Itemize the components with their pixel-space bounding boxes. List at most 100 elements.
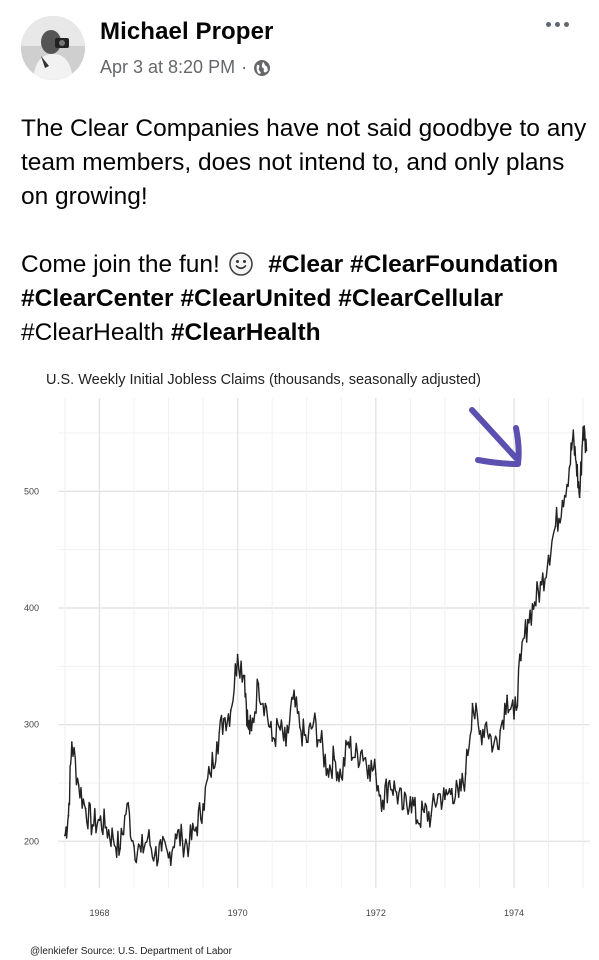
series-point — [333, 758, 336, 761]
hashtag-link[interactable]: #Clear — [268, 251, 344, 278]
series-point — [561, 499, 564, 502]
series-point — [547, 554, 550, 557]
series-point — [264, 702, 267, 705]
post-meta: Apr 3 at 8:20 PM · — [100, 57, 271, 78]
series-point — [526, 618, 529, 621]
series-point — [140, 850, 142, 853]
chart-source-caption: @lenkiefer Source: U.S. Department of La… — [30, 946, 233, 957]
series-point — [126, 803, 128, 805]
series-point — [319, 741, 322, 744]
post-body-paragraph-1: The Clear Companies have not said goodby… — [21, 115, 587, 210]
more-options-button[interactable] — [546, 22, 569, 27]
jobless-claims-chart: 200 300 400 500 1968 1970 1972 1974 U.S. Weekly… — [24, 372, 590, 957]
series-point — [119, 847, 122, 850]
series-point — [112, 838, 115, 840]
y-tick-label: 400 — [24, 603, 39, 613]
post-timestamp[interactable]: Apr 3 at 8:20 PM — [100, 57, 236, 77]
paragraph-gap — [21, 214, 591, 248]
series-point — [222, 717, 225, 720]
series-point — [312, 721, 315, 724]
x-tick-label: 1968 — [89, 908, 109, 918]
more-horizontal-icon — [546, 22, 551, 27]
series-point — [174, 833, 177, 836]
post-body-paragraph-2: Come join the fun! #Clear #ClearFoundati… — [21, 248, 591, 350]
chart-series-layer — [64, 425, 588, 867]
avatar[interactable] — [21, 16, 85, 80]
hashtag-link[interactable]: #ClearUnited — [180, 285, 332, 312]
series-point — [381, 799, 384, 802]
y-tick-label: 300 — [24, 720, 39, 730]
series-point — [67, 814, 70, 817]
series-point — [575, 461, 578, 464]
series-point — [70, 741, 73, 744]
series-point — [292, 698, 294, 700]
series-point — [430, 814, 432, 817]
hashtag-link[interactable]: #ClearCellular — [338, 285, 504, 312]
hashtag-link[interactable]: #ClearHealth — [21, 319, 164, 346]
avatar-photo — [21, 16, 85, 80]
series-point — [105, 826, 108, 829]
series-point — [395, 791, 398, 794]
series-point — [305, 741, 308, 744]
series-point — [568, 467, 571, 469]
series-point — [554, 525, 557, 528]
hashtag-link[interactable]: #ClearFoundation — [350, 251, 559, 278]
series-point — [229, 709, 232, 712]
series-point — [582, 426, 584, 429]
series-point — [133, 845, 135, 847]
series-point — [520, 659, 522, 662]
more-horizontal-icon-dot — [564, 22, 569, 27]
series-point — [457, 796, 460, 798]
series-point — [506, 694, 508, 697]
slightly-smiling-face-icon — [228, 252, 253, 276]
series-point — [236, 653, 239, 656]
series-point — [209, 772, 211, 775]
chart-title: U.S. Weekly Initial Jobless Claims (thou… — [46, 372, 481, 388]
series-point — [160, 849, 163, 852]
series-point — [416, 819, 419, 822]
post-image-chart[interactable]: 200 300 400 500 1968 1970 1972 1974 U.S. Weekly… — [0, 358, 599, 960]
series-point — [153, 854, 156, 857]
series-point — [247, 726, 249, 728]
series-point — [271, 740, 274, 742]
chart-grid — [58, 398, 590, 888]
series-point — [91, 824, 94, 826]
hashtag-link[interactable]: #ClearHealth — [170, 319, 321, 346]
post-body-prefix: Come join the fun! — [21, 251, 220, 278]
series-point — [285, 744, 287, 747]
series-point — [278, 726, 280, 728]
series-point — [499, 729, 502, 732]
hashtag-link[interactable]: #ClearCenter — [21, 285, 174, 312]
meta-separator: · — [241, 57, 248, 77]
series-point — [402, 807, 405, 810]
series-point — [188, 842, 191, 845]
series-point — [571, 437, 574, 440]
series-point — [202, 803, 205, 805]
series-point — [257, 682, 260, 685]
post-header: Michael Proper Apr 3 at 8:20 PM · — [0, 0, 599, 100]
series-point — [181, 839, 184, 842]
series-point — [340, 776, 343, 779]
series-point — [513, 717, 515, 720]
series-point — [146, 836, 149, 839]
globe-icon[interactable] — [253, 59, 271, 77]
series-point — [347, 741, 350, 744]
series-point — [437, 793, 439, 796]
series-point — [388, 779, 391, 782]
post-body: The Clear Companies have not said goodby… — [21, 112, 591, 350]
series-point — [464, 772, 467, 775]
author-name[interactable]: Michael Proper — [100, 18, 274, 45]
series-point — [585, 449, 588, 452]
series-point — [450, 787, 453, 790]
series-point — [485, 721, 488, 724]
series-point — [423, 811, 426, 814]
series-point — [98, 819, 101, 822]
series-point — [492, 745, 495, 748]
series-point — [374, 772, 377, 775]
y-tick-label: 500 — [24, 486, 39, 496]
series-point — [444, 798, 446, 801]
more-horizontal-icon-dot — [555, 22, 560, 27]
series-point — [64, 834, 66, 837]
series-point — [243, 674, 246, 677]
series-point — [409, 796, 412, 798]
